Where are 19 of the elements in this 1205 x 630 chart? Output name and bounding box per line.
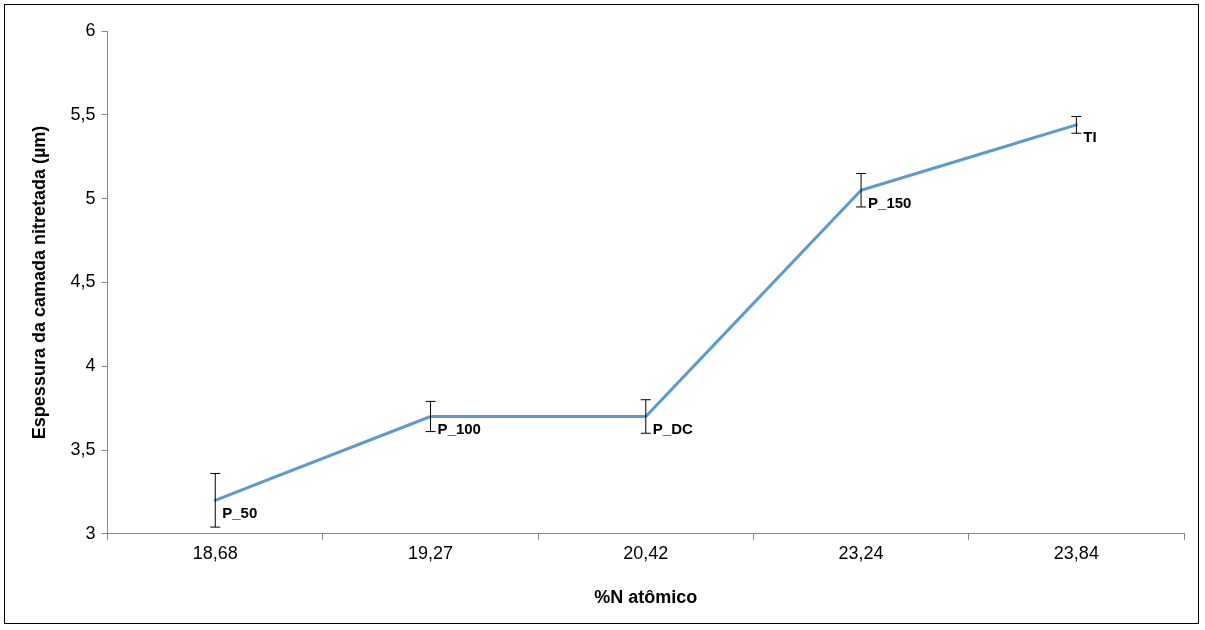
x-tick-label: 19,27 [408, 542, 454, 563]
y-tick-label: 5 [85, 187, 96, 208]
y-tick-label: 4 [85, 355, 96, 376]
x-tick-label: 20,42 [623, 542, 669, 563]
x-tick-label: 18,68 [192, 542, 238, 563]
y-tick-label: 5,5 [70, 103, 96, 124]
y-axis-title: Espessura da camada nitretada (µm) [28, 125, 49, 440]
annotation: P_100 [437, 420, 481, 438]
y-tick-label: 3,5 [70, 438, 96, 459]
x-tick-label: 23,24 [838, 542, 884, 563]
x-axis-title: %N atômico [594, 587, 698, 608]
y-tick-label: 3 [85, 522, 96, 543]
annotation: P_50 [222, 503, 258, 521]
annotation: P_150 [868, 193, 912, 211]
x-tick-label: 23,84 [1053, 542, 1099, 563]
annotation: P_DC [652, 420, 693, 438]
annotation: TI [1083, 128, 1097, 146]
y-tick-label: 4,5 [70, 271, 96, 292]
y-tick-label: 6 [85, 19, 96, 40]
